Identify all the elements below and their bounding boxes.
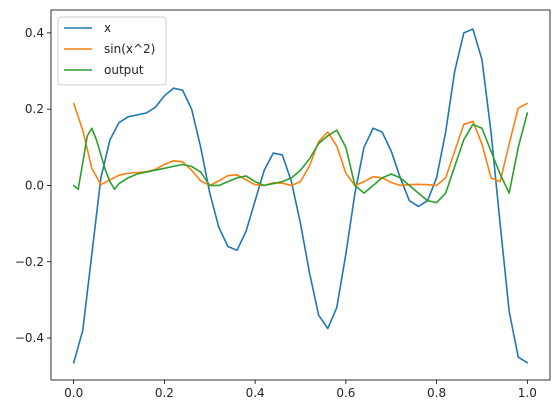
series-line-2 bbox=[72, 112, 529, 204]
x-tick-label: 0.0 bbox=[64, 386, 83, 400]
legend-label-2: output bbox=[104, 63, 144, 77]
series-layer bbox=[72, 28, 529, 364]
legend-box bbox=[57, 16, 167, 86]
x-tick-label: 0.8 bbox=[427, 386, 446, 400]
x-tick-label: 1.0 bbox=[518, 386, 537, 400]
series-line-0 bbox=[72, 28, 529, 364]
axes-layer bbox=[50, 9, 551, 381]
y-axis-ticks: −0.4 −0.2 0.0 0.2 0.4 bbox=[15, 26, 51, 345]
legend-label-0: x bbox=[104, 21, 111, 35]
x-tick-label: 0.4 bbox=[246, 386, 265, 400]
y-tick-label: −0.4 bbox=[15, 331, 44, 345]
legend-items: x sin(x^2) output bbox=[64, 21, 155, 77]
legend: x sin(x^2) output bbox=[57, 16, 167, 86]
y-tick-label: 0.2 bbox=[25, 102, 44, 116]
legend-label-1: sin(x^2) bbox=[104, 42, 155, 56]
x-tick-label: 0.2 bbox=[155, 386, 174, 400]
y-tick-label: 0.4 bbox=[25, 26, 44, 40]
x-tick-label: 0.6 bbox=[336, 386, 355, 400]
y-tick-label: −0.2 bbox=[15, 255, 44, 269]
axes-frame bbox=[50, 9, 551, 381]
y-tick-label: 0.0 bbox=[25, 178, 44, 192]
x-axis-ticks: 0.0 0.2 0.4 0.6 0.8 1.0 bbox=[64, 380, 537, 400]
